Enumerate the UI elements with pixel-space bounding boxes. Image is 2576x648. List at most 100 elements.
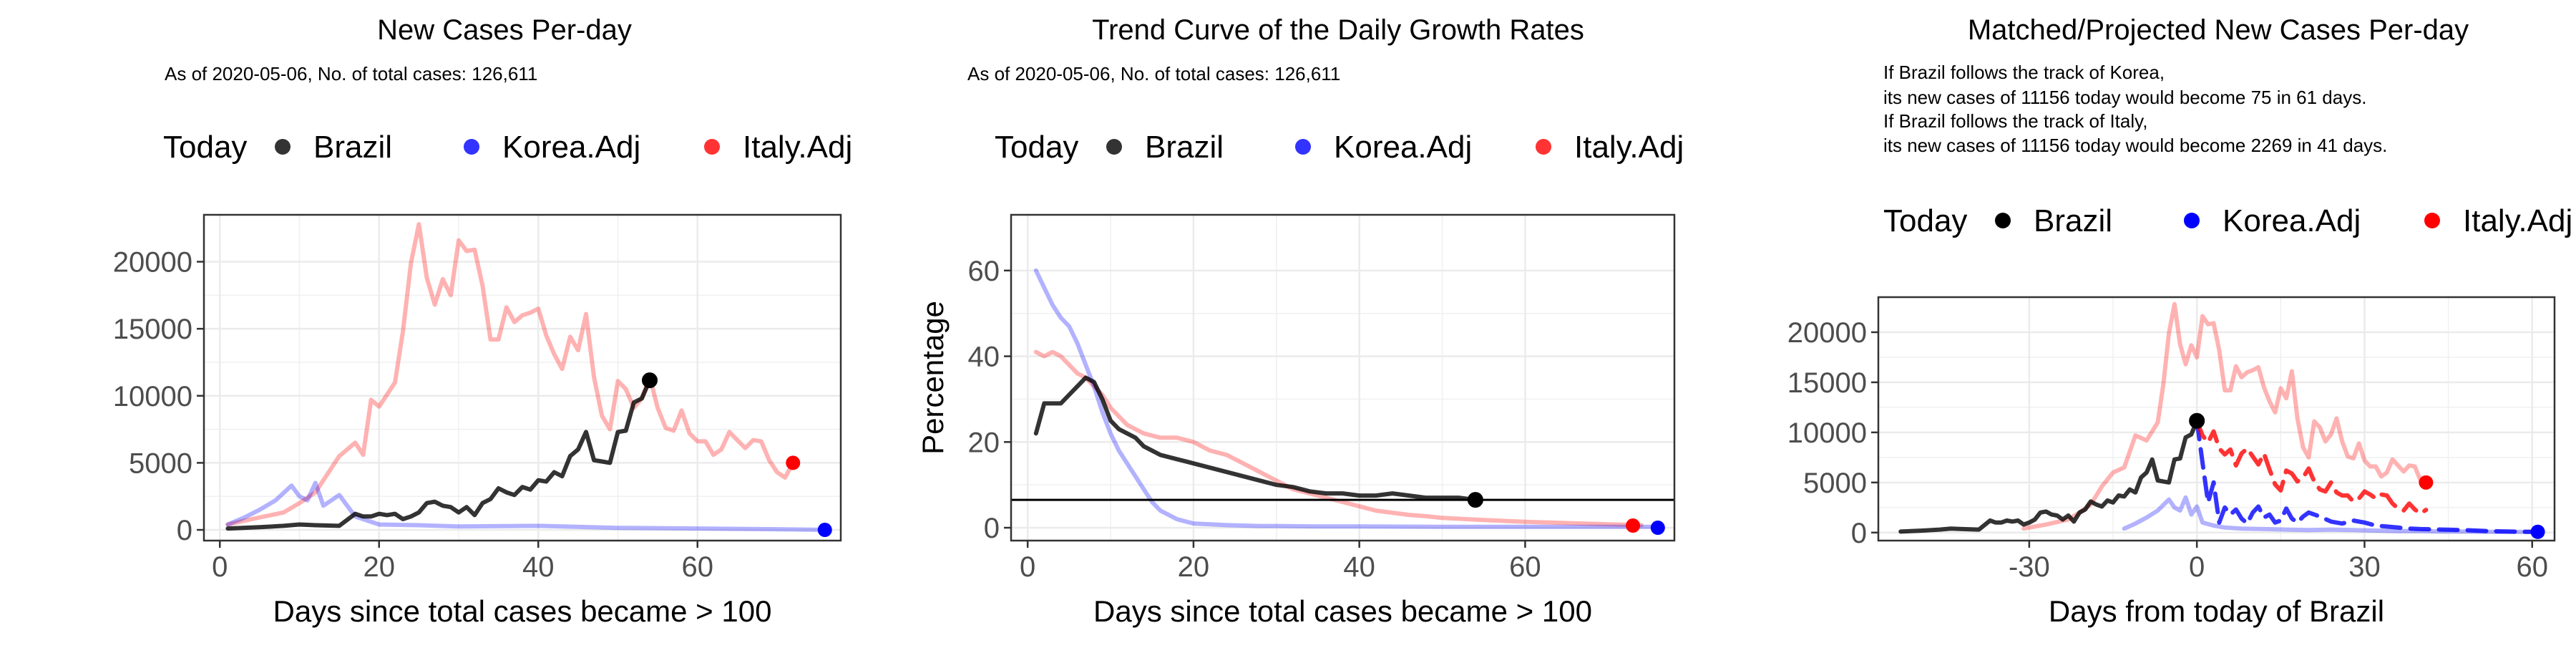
y-tick-label: 10000 xyxy=(113,381,192,412)
legend-key-italy-adj xyxy=(704,139,720,155)
chart-title: Trend Curve of the Daily Growth Rates xyxy=(1092,14,1584,46)
y-axis-label: Percentage xyxy=(916,301,950,455)
legend-label: Italy.Adj xyxy=(2463,203,2572,238)
legend-key-korea-adj xyxy=(2184,213,2200,228)
series-line-korea-adj xyxy=(1033,268,1660,529)
legend-key-brazil xyxy=(1106,139,1122,155)
today-point-brazil xyxy=(1467,492,1483,508)
x-tick-label: 60 xyxy=(682,551,714,583)
chart-panel-1: New Cases Per-day As of 2020-05-06, No. o… xyxy=(113,14,852,628)
plot-border xyxy=(1010,213,1676,542)
legend-key-korea-adj xyxy=(464,139,479,155)
y-tick-label: 0 xyxy=(1851,518,1867,549)
series-group xyxy=(1033,268,1660,529)
series-line-korea-adj-projected xyxy=(2195,418,2540,534)
y-tick-label: 20000 xyxy=(1787,317,1867,349)
chart-subtitle-line: If Brazil follows the track of Korea, xyxy=(1883,62,2165,83)
legend-key-italy-adj xyxy=(2424,213,2440,228)
y-tick-label: 20000 xyxy=(113,247,192,279)
today-point-korea-adj xyxy=(1650,521,1665,536)
y-tick-label: 0 xyxy=(177,515,192,546)
legend-label: Brazil xyxy=(1145,130,1224,165)
x-axis: 0 20 40 60 xyxy=(212,541,713,583)
y-tick-label: 15000 xyxy=(113,314,192,345)
grid xyxy=(1011,215,1674,541)
x-tick-label: 60 xyxy=(1509,551,1541,583)
y-tick-label: 20 xyxy=(968,427,1000,458)
today-point-korea-adj xyxy=(817,523,832,538)
chart-title: New Cases Per-day xyxy=(377,14,632,46)
legend-label: Korea.Adj xyxy=(502,130,640,165)
legend: Today Brazil Korea.Adj Italy.Adj xyxy=(1883,203,2572,238)
series-group xyxy=(1898,301,2540,534)
chart-subtitle-line: its new cases of 11156 today would becom… xyxy=(1883,135,2387,156)
x-tick-label: 20 xyxy=(364,551,396,583)
today-point-italy-adj xyxy=(1626,518,1641,533)
y-tick-label: 5000 xyxy=(129,448,192,479)
x-axis: 0 20 40 60 xyxy=(1020,541,1541,583)
x-tick-label: 40 xyxy=(522,551,555,583)
legend-title: Today xyxy=(163,130,247,165)
x-axis-label: Days since total cases became > 100 xyxy=(1093,594,1592,628)
legend-title: Today xyxy=(1883,203,1967,238)
series-line-korea-adj xyxy=(225,480,827,532)
x-axis-label: Days from today of Brazil xyxy=(2049,594,2384,628)
series-line-italy-adj xyxy=(1033,349,1644,528)
series-line-brazil xyxy=(1033,375,1478,503)
legend: Today Brazil Korea.Adj Italy.Adj xyxy=(163,130,852,165)
chart-subtitle-line: its new cases of 11156 today would becom… xyxy=(1883,87,2366,108)
x-tick-label: 0 xyxy=(2189,551,2205,583)
y-tick-label: 0 xyxy=(984,513,1000,544)
series-line-italy-adj xyxy=(225,222,796,527)
series-line-italy-adj xyxy=(2021,301,2423,531)
y-tick-label: 10000 xyxy=(1787,417,1867,449)
y-tick-label: 5000 xyxy=(1803,468,1867,499)
y-axis: 0 5000 10000 15000 20000 xyxy=(1787,317,1878,549)
x-tick-label: 0 xyxy=(212,551,228,583)
x-tick-label: 60 xyxy=(2517,551,2549,583)
legend-label: Brazil xyxy=(2034,203,2112,238)
today-point-brazil xyxy=(642,372,658,389)
y-tick-label: 60 xyxy=(968,256,1000,287)
legend-key-brazil xyxy=(275,139,291,155)
legend: Today Brazil Korea.Adj Italy.Adj xyxy=(995,130,1684,165)
x-tick-label: -30 xyxy=(2009,551,2050,583)
plot-area xyxy=(1011,215,1674,541)
today-point-korea-adj xyxy=(2530,524,2545,539)
legend-label: Korea.Adj xyxy=(2223,203,2361,238)
grid xyxy=(204,215,841,541)
legend-label: Italy.Adj xyxy=(743,130,852,165)
today-point-brazil xyxy=(2189,412,2205,429)
series-line-italy-adj-projected xyxy=(2195,418,2429,516)
plot-border xyxy=(203,213,842,542)
today-point-italy-adj xyxy=(786,455,801,470)
chart-subtitle-line: As of 2020-05-06, No. of total cases: 12… xyxy=(165,63,537,84)
series-line-korea-adj xyxy=(2122,495,2534,534)
series-group xyxy=(225,222,827,532)
y-axis: 0 20 40 60 xyxy=(968,256,1011,544)
chart-subtitle-line: If Brazil follows the track of Italy, xyxy=(1883,110,2147,132)
x-axis: -30 0 30 60 xyxy=(2009,541,2548,583)
x-tick-label: 20 xyxy=(1178,551,1210,583)
y-tick-label: 15000 xyxy=(1787,367,1867,399)
legend-key-brazil xyxy=(1995,213,2011,228)
legend-label: Italy.Adj xyxy=(1574,130,1684,165)
legend-key-korea-adj xyxy=(1295,139,1311,155)
legend-title: Today xyxy=(995,130,1078,165)
legend-label: Brazil xyxy=(313,130,392,165)
chart-title: Matched/Projected New Cases Per-day xyxy=(1968,14,2469,46)
chart-panel-2: Trend Curve of the Daily Growth Rates As … xyxy=(916,14,1684,628)
chart-subtitle-line: As of 2020-05-06, No. of total cases: 12… xyxy=(967,63,1340,84)
legend-key-italy-adj xyxy=(1536,139,1551,155)
legend-label: Korea.Adj xyxy=(1334,130,1472,165)
chart-panel-3: Matched/Projected New Cases Per-day If Br… xyxy=(1787,14,2572,628)
y-tick-label: 40 xyxy=(968,342,1000,373)
series-line-brazil xyxy=(1898,418,2200,534)
x-tick-label: 40 xyxy=(1343,551,1375,583)
series-line-brazil xyxy=(225,378,652,531)
plot-border xyxy=(1877,296,2556,542)
x-tick-label: 0 xyxy=(1020,551,1035,583)
x-tick-label: 30 xyxy=(2348,551,2381,583)
